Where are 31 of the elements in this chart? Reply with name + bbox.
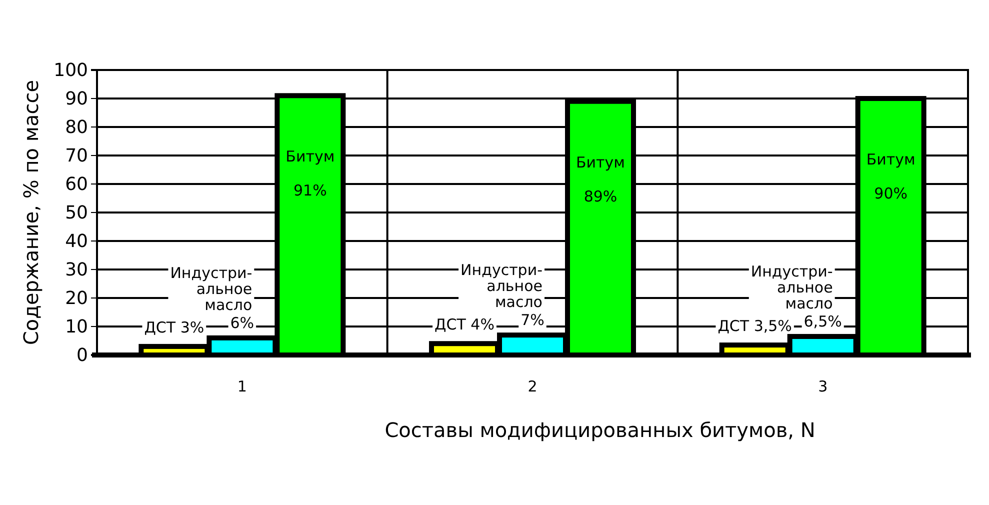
data-label: 6%	[230, 314, 254, 332]
series-label: Индустри-альное масло	[170, 264, 252, 314]
y-tick-label: 100	[54, 60, 88, 81]
data-label: 91%	[293, 182, 327, 200]
data-label: 90%	[874, 184, 908, 202]
y-tick-label: 60	[65, 174, 88, 195]
text: Битум	[866, 150, 916, 168]
y-tick-label: 70	[65, 145, 88, 166]
y-tick-label: 50	[65, 202, 88, 224]
data-label: 89%	[584, 187, 618, 206]
y-tick-label: 0	[76, 344, 88, 366]
text: ДСТ 4%	[434, 316, 494, 334]
text: Индустри-альное масло	[460, 261, 542, 312]
x-tick-label: 3	[818, 378, 828, 396]
y-axis-title: Содержание, % по массе	[19, 80, 43, 346]
text: Индустри-альное масло	[750, 262, 833, 312]
data-label: 6,5%	[804, 312, 842, 330]
y-tick-label: 20	[65, 288, 88, 309]
y-tick-label: 80	[65, 116, 88, 138]
y-tick-label: 90	[65, 88, 88, 110]
data-label: 7%	[520, 311, 544, 330]
y-tick-label: 30	[65, 259, 88, 280]
text: Битум	[576, 153, 625, 172]
text: ДСТ 3%	[144, 318, 204, 336]
series-label: Битум	[286, 148, 335, 166]
x-tick-label: 2	[528, 378, 538, 396]
y-tick-label: 10	[65, 316, 88, 338]
y-tick-label: 40	[65, 230, 88, 252]
x-axis-title: Составы модифицированных битумов, N	[384, 418, 816, 442]
text: ДСТ 3,5%	[718, 317, 792, 336]
x-tick-label: 1	[237, 378, 247, 396]
